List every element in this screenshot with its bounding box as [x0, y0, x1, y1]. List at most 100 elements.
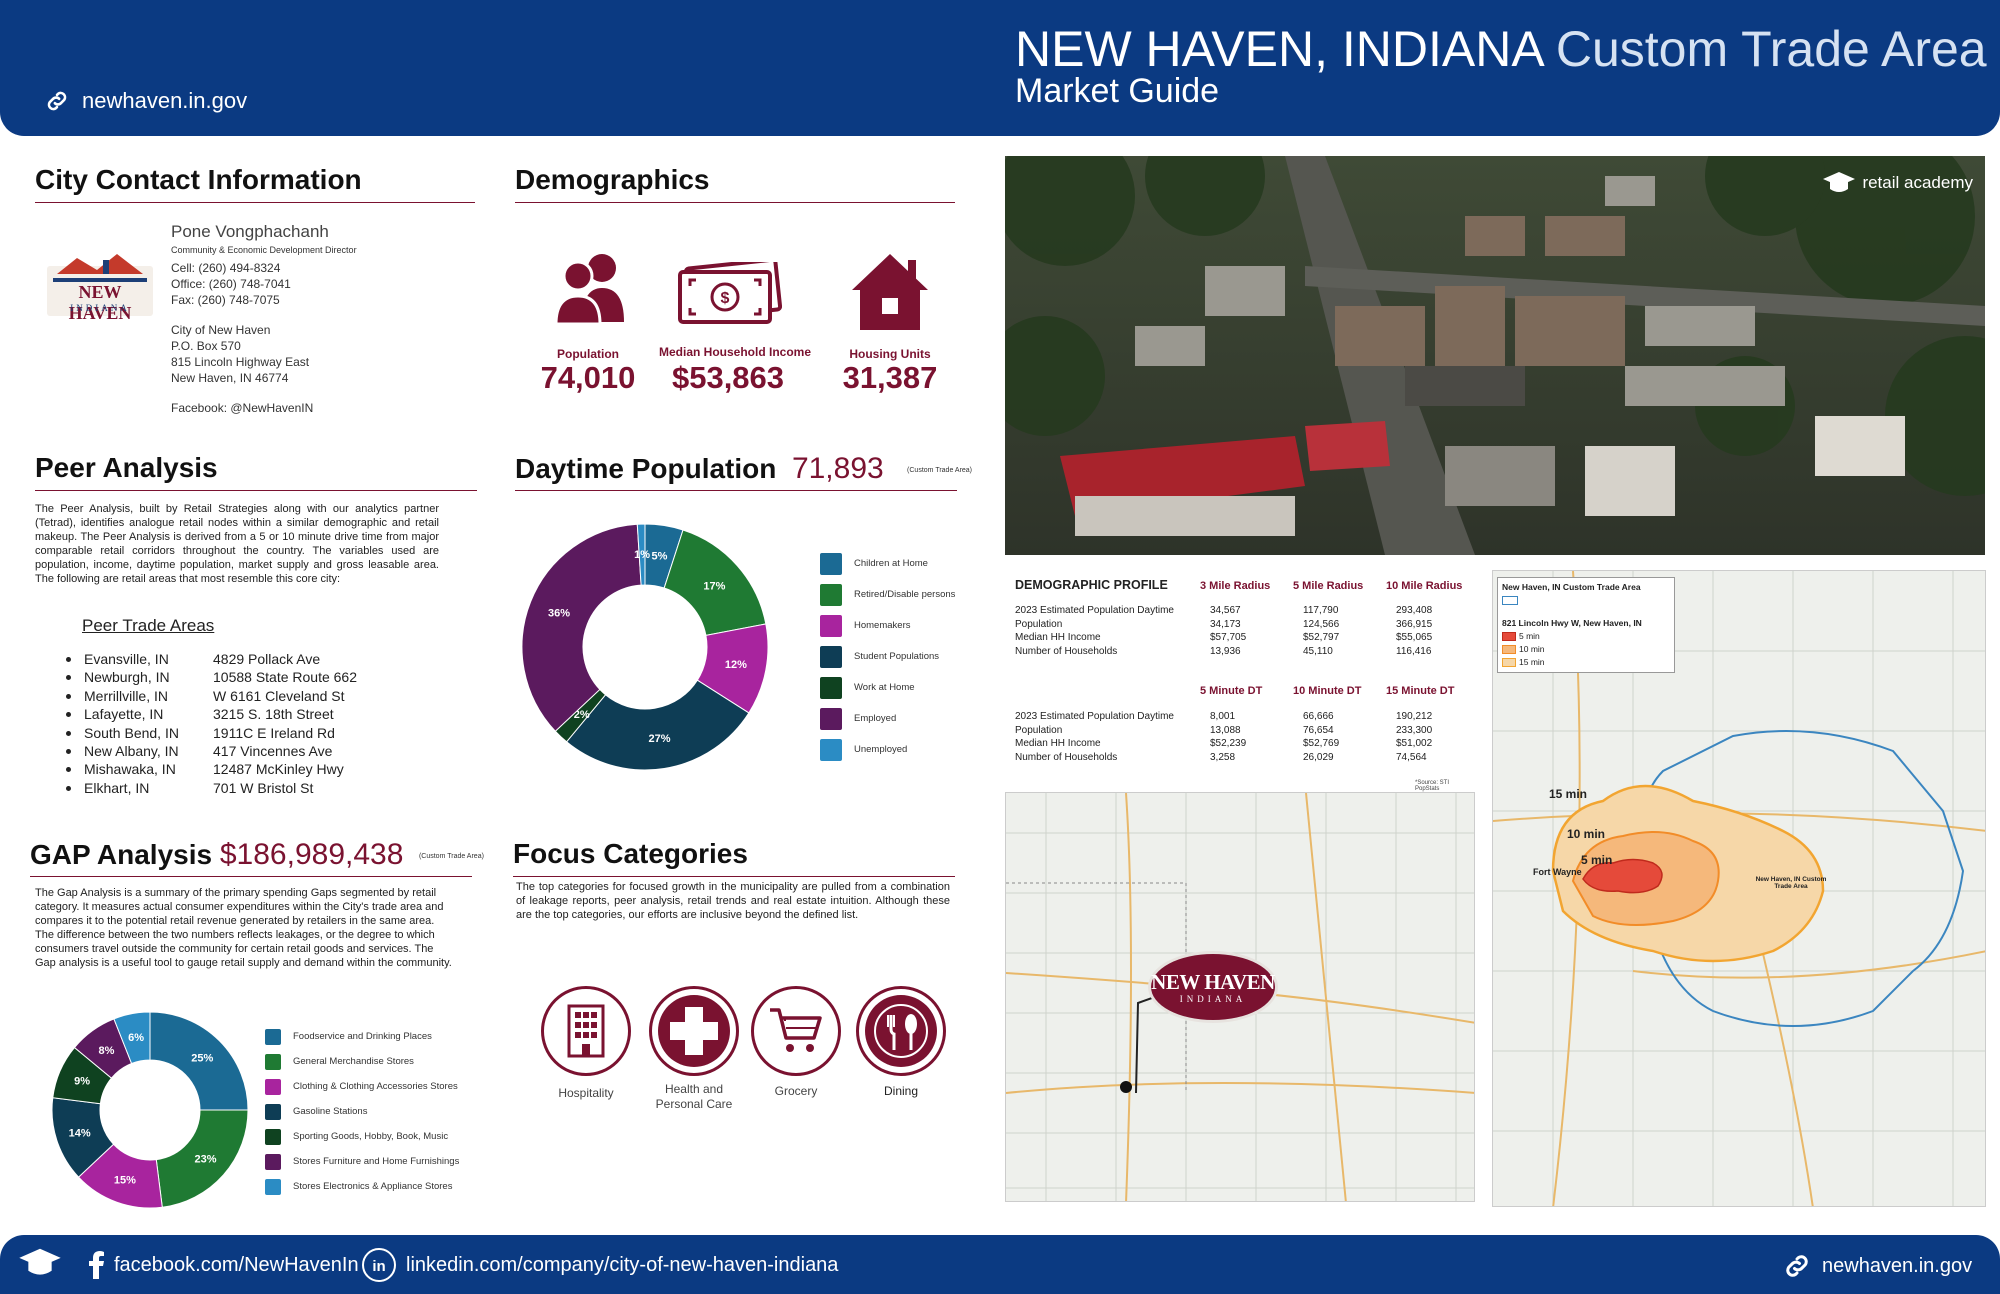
- contact-section-title: City Contact Information: [35, 164, 362, 195]
- legend-item: Employed: [820, 703, 955, 734]
- profile-cell: $51,002: [1396, 738, 1433, 749]
- profile-cell: $52,797: [1303, 632, 1340, 643]
- building-icon: [567, 1004, 605, 1058]
- peer-address: 12487 McKinley Hwy: [213, 761, 344, 778]
- legend-item: General Merchandise Stores: [265, 1049, 459, 1074]
- peer-city: Evansville, IN: [64, 650, 213, 668]
- retail-academy-brand: retail academy: [1822, 170, 1973, 196]
- peer-area-row: Lafayette, IN 3215 S. 18th Street: [64, 705, 357, 723]
- legend-swatch: [265, 1128, 281, 1145]
- city-label: Fort Wayne: [1533, 867, 1582, 877]
- divider: [35, 202, 475, 203]
- legend-label: Employed: [854, 713, 897, 724]
- donut-slice-label: 6%: [128, 1032, 144, 1044]
- population-value: 74,010: [540, 360, 636, 395]
- peer-city: Mishawaka, IN: [64, 760, 213, 778]
- donut-slice-label: 36%: [548, 608, 570, 620]
- focus-dining: Dining: [853, 986, 949, 1098]
- profile-row-label: Number of Households: [1015, 751, 1118, 763]
- peer-address: 1911C E Ireland Rd: [213, 724, 335, 741]
- donut-slice-label: 5%: [652, 550, 668, 562]
- legend-label: Children at Home: [854, 558, 928, 569]
- focus-label: Hospitality: [558, 1086, 614, 1100]
- address-line: 815 Lincoln Highway East: [171, 355, 310, 369]
- profile-cell: 8,001: [1210, 711, 1236, 722]
- profile-row-label: Median HH Income: [1015, 738, 1101, 749]
- donut-slice-label: 25%: [191, 1052, 213, 1064]
- footer-facebook-link[interactable]: facebook.com/NewHavenIn: [88, 1251, 359, 1279]
- legend-swatch: [265, 1078, 281, 1095]
- peer-area-row: Evansville, IN 4829 Pollack Ave: [64, 650, 357, 668]
- divider: [513, 876, 955, 877]
- page-subtitle: Market Guide: [1015, 72, 1220, 110]
- gap-analysis-legend: Foodservice and Drinking Places General M…: [265, 1024, 459, 1199]
- divider: [30, 876, 472, 877]
- profile-row-label: 2023 Estimated Population Daytime: [1015, 605, 1174, 616]
- housing-label: Housing Units: [849, 347, 931, 361]
- donut-slice-label: 15%: [114, 1174, 136, 1186]
- peer-trade-areas: Evansville, IN 4829 Pollack Ave Newburgh, …: [64, 650, 357, 797]
- peer-address: 701 W Bristol St: [213, 779, 314, 796]
- legend-swatch: [265, 1028, 281, 1045]
- peer-area-row: Mishawaka, IN 12487 McKinley Hwy: [64, 760, 357, 778]
- legend-swatch: [265, 1153, 281, 1170]
- donut-slice: [155, 1109, 249, 1208]
- legend-swatch: [265, 1053, 281, 1070]
- address-line: New Haven, IN 46774: [171, 371, 289, 385]
- profile-col-header: 10 Mile Radius: [1386, 580, 1463, 592]
- profile-cell: 293,408: [1396, 605, 1433, 616]
- focus-body: The top categories for focused growth in…: [516, 881, 950, 921]
- population-label: Population: [557, 347, 619, 361]
- legend-swatch: [820, 676, 842, 699]
- daytime-section-title: Daytime Population 71,893 (Custom Trade …: [515, 452, 973, 485]
- legend-item: Children at Home: [820, 548, 955, 579]
- focus-section-title: Focus Categories: [513, 838, 748, 869]
- profile-cell: 13,088: [1210, 724, 1241, 736]
- new-haven-logo: NEW HAVEN INDIANA: [47, 248, 153, 323]
- profile-col-header: 5 Mile Radius: [1293, 580, 1364, 592]
- legend-item: Sporting Goods, Hobby, Book, Music: [265, 1124, 459, 1149]
- profile-cell: 34,173: [1210, 618, 1241, 630]
- divider: [35, 490, 477, 491]
- facebook-icon: [89, 1251, 104, 1279]
- footer-linkedin-link[interactable]: in linkedin.com/company/city-of-new-have…: [362, 1248, 838, 1282]
- profile-col-header: 3 Mile Radius: [1200, 580, 1271, 592]
- legend-label: General Merchandise Stores: [293, 1056, 414, 1067]
- peer-area-row: Elkhart, IN 701 W Bristol St: [64, 779, 357, 797]
- footer-website-link[interactable]: newhaven.in.gov: [1782, 1251, 1972, 1281]
- people-icon: [554, 254, 624, 324]
- profile-cell: 66,666: [1303, 711, 1334, 722]
- profile-cell: 190,212: [1396, 711, 1433, 722]
- donut-slice: [113, 1011, 151, 1065]
- header-website-link[interactable]: newhaven.in.gov: [44, 88, 247, 114]
- legend-swatch: [820, 645, 842, 668]
- footer-brand: [18, 1246, 62, 1280]
- legend-label: Stores Furniture and Home Furnishings: [293, 1156, 460, 1167]
- profile-cell: 117,790: [1303, 605, 1339, 616]
- legend-label: Gasoline Stations: [293, 1106, 368, 1117]
- legend-label: Foodservice and Drinking Places: [293, 1031, 432, 1042]
- contact-fax: Fax: (260) 748-7075: [171, 293, 280, 307]
- profile-cell: $55,065: [1396, 632, 1433, 643]
- divider: [515, 490, 957, 491]
- profile-row-label: Population: [1015, 724, 1063, 736]
- donut-slice-label: 12%: [725, 659, 747, 671]
- focus-label: Dining: [883, 1084, 919, 1098]
- legend-item: Retired/Disable persons: [820, 579, 955, 610]
- daytime-population-donut: 5% 17% 12% 27% 2% 36% 1%: [521, 523, 769, 771]
- gap-section-title: GAP Analysis $186,989,438 (Custom Trade …: [30, 838, 484, 871]
- contact-facebook[interactable]: Facebook: @NewHavenIN: [171, 401, 314, 415]
- peer-address: 3215 S. 18th Street: [213, 706, 334, 723]
- housing-value: 31,387: [842, 360, 938, 395]
- dining-icon: [865, 995, 937, 1067]
- focus-label: Grocery: [774, 1084, 818, 1098]
- link-icon: [1786, 1255, 1808, 1277]
- house-icon: [852, 254, 928, 330]
- profile-cell: $57,705: [1210, 632, 1247, 643]
- peer-section-title: Peer Analysis: [35, 452, 218, 483]
- profile-col-header: 10 Minute DT: [1293, 685, 1362, 697]
- legend-swatch: [265, 1103, 281, 1120]
- peer-list-title: Peer Trade Areas: [82, 616, 215, 635]
- income-label: Median Household Income: [658, 345, 811, 359]
- zone-label: 10 min: [1567, 827, 1606, 841]
